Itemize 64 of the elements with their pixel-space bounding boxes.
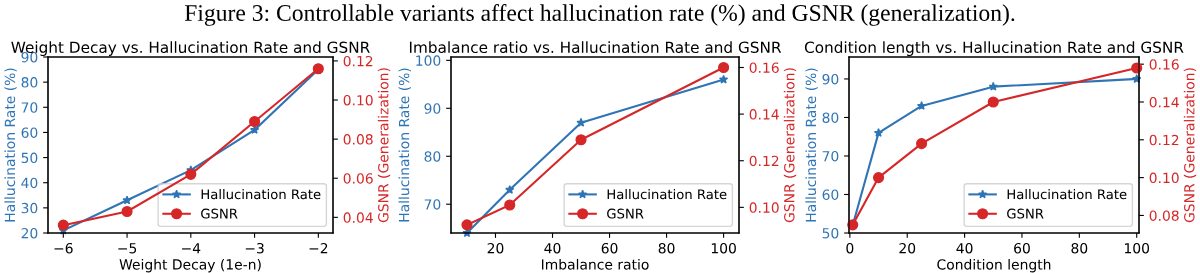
y-tick-label: 50 bbox=[822, 227, 839, 239]
chart-title: Imbalance ratio vs. Hallucination Rate and GSNR bbox=[409, 41, 782, 54]
x-tick-label: 0 bbox=[846, 242, 854, 254]
legend-label: GSNR bbox=[1007, 208, 1044, 219]
y2-tick-label: 0.06 bbox=[343, 173, 373, 184]
y2-tick-label: 0.16 bbox=[1149, 59, 1179, 70]
y-tick-label: 100 bbox=[416, 55, 441, 66]
x-tick-label: 60 bbox=[601, 242, 618, 254]
y-tick-label: 60 bbox=[822, 189, 839, 200]
y2-tick-label: 0.10 bbox=[343, 94, 373, 106]
y-tick-label: 90 bbox=[424, 103, 441, 114]
legend-label: Hallucination Rate bbox=[201, 188, 321, 200]
x-tick-label: 20 bbox=[899, 242, 916, 254]
y2-tick-label: 0.14 bbox=[749, 109, 779, 120]
y2-tick-label: 0.10 bbox=[1149, 172, 1179, 184]
x-axis-title: Condition length bbox=[937, 258, 1051, 273]
y2-tick-label: 0.08 bbox=[343, 134, 373, 145]
y2-tick-label: 0.16 bbox=[749, 62, 779, 73]
x-tick-label: 40 bbox=[544, 242, 561, 254]
y2-tick-label: 0.08 bbox=[1149, 210, 1179, 221]
x-tick-label: −4 bbox=[182, 243, 201, 254]
x-tick-label: 100 bbox=[1124, 242, 1150, 254]
x-tick-label: −6 bbox=[54, 242, 73, 254]
y2-axis-title: GSNR (Generalization) bbox=[1183, 68, 1197, 223]
y-axis-title: Hallucination Rate (%) bbox=[805, 68, 818, 222]
y-tick-label: 80 bbox=[822, 112, 839, 123]
x-axis-title: Imbalance ratio bbox=[541, 258, 649, 270]
y-tick-label: 80 bbox=[424, 151, 441, 162]
x-tick-label: −5 bbox=[118, 243, 137, 254]
legend-label: GSNR bbox=[607, 208, 644, 219]
legend-label: Hallucination Rate bbox=[1007, 188, 1127, 200]
y-axis-title: Hallucination Rate (%) bbox=[398, 68, 411, 222]
legend-label: GSNR bbox=[201, 208, 238, 219]
y2-axis-title: GSNR (Generalization) bbox=[783, 68, 797, 223]
y-tick-label: 60 bbox=[21, 127, 38, 138]
y-tick-label: 40 bbox=[21, 177, 38, 189]
y2-tick-label: 0.04 bbox=[343, 212, 373, 223]
y2-tick-label: 0.14 bbox=[1149, 96, 1179, 108]
y2-tick-label: 0.10 bbox=[749, 202, 779, 213]
chart-title: Condition length vs. Hallucination Rate and GSNR bbox=[804, 41, 1184, 57]
x-tick-label: −3 bbox=[245, 242, 264, 254]
y-axis-title: Hallucination Rate (%) bbox=[4, 68, 17, 222]
y-tick-label: 70 bbox=[424, 199, 441, 210]
y2-tick-label: 0.12 bbox=[343, 55, 373, 67]
x-tick-label: 20 bbox=[487, 242, 504, 254]
y-tick-label: 80 bbox=[21, 77, 38, 88]
y-tick-label: 30 bbox=[21, 202, 38, 214]
y-tick-label: 50 bbox=[21, 152, 38, 164]
legend-label: Hallucination Rate bbox=[607, 188, 727, 200]
x-tick-label: 60 bbox=[1014, 242, 1030, 254]
y2-tick-label: 0.12 bbox=[1149, 134, 1179, 146]
y-tick-label: 90 bbox=[822, 73, 839, 85]
y2-tick-label: 0.12 bbox=[749, 155, 779, 167]
x-tick-label: 80 bbox=[658, 242, 675, 254]
y2-axis-title: GSNR (Generalization) bbox=[377, 68, 391, 223]
y-tick-label: 20 bbox=[21, 227, 38, 239]
caption: Figure 3: Controllable variants affect hallucination rate (%) and GSNR (generalization). bbox=[184, 4, 1015, 26]
x-tick-label: 80 bbox=[1071, 242, 1088, 254]
x-axis-title: Weight Decay (1e-n) bbox=[119, 258, 261, 273]
x-tick-label: −2 bbox=[309, 242, 328, 254]
y-tick-label: 70 bbox=[822, 150, 839, 162]
x-tick-label: 100 bbox=[711, 242, 736, 254]
x-tick-label: 40 bbox=[956, 242, 973, 254]
y-tick-label: 70 bbox=[21, 102, 38, 113]
